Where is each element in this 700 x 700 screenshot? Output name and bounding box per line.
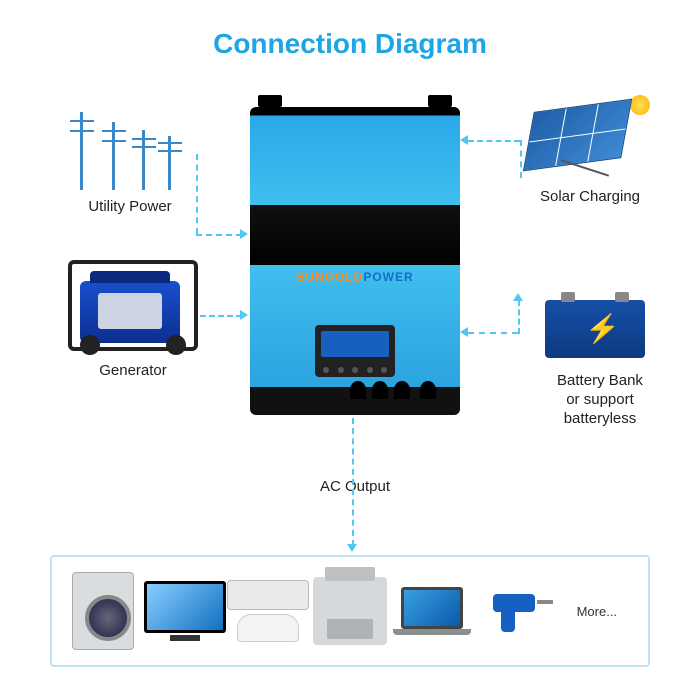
utility-power-icon (70, 100, 190, 190)
solar-panel-icon (530, 105, 650, 180)
brand-part2: POWER (363, 270, 413, 284)
connector-solar (520, 140, 522, 178)
utility-power-label: Utility Power (70, 198, 190, 215)
battery-bank-icon: ⚡ (545, 300, 650, 370)
connector-ac-output (352, 418, 354, 546)
arrow-icon (240, 229, 248, 239)
brand-part1: SUNGOLD (296, 270, 363, 284)
appliance-tv (145, 566, 225, 656)
connector-battery (518, 300, 520, 334)
connector-battery (468, 332, 518, 334)
inverter-bottom-panel (250, 387, 460, 415)
arrow-icon (240, 310, 248, 320)
appliance-washer (63, 566, 143, 656)
appliance-row: More... (50, 555, 650, 667)
connector-utility (196, 154, 198, 234)
inverter-mount-tab (428, 95, 452, 107)
arrow-icon (347, 544, 357, 552)
generator-label: Generator (68, 362, 198, 379)
appliance-ac (228, 566, 308, 656)
battery-bank-label: Battery Bank or support batteryless (530, 372, 670, 428)
inverter-display (315, 325, 395, 377)
inverter-unit: SUNGOLDPOWER (250, 95, 460, 405)
appliance-drill (475, 566, 555, 656)
arrow-icon (513, 293, 523, 301)
inverter-mount-tab (258, 95, 282, 107)
inverter-brand-label: SUNGOLDPOWER (250, 270, 460, 284)
arrow-icon (460, 327, 468, 337)
connector-utility (196, 234, 242, 236)
diagram-title: Connection Diagram (0, 28, 700, 60)
ac-output-label: AC Output (300, 478, 410, 495)
connector-solar (468, 140, 520, 142)
bolt-icon: ⚡ (585, 312, 620, 345)
inverter-band (250, 205, 460, 265)
connector-generator (200, 315, 242, 317)
arrow-icon (460, 135, 468, 145)
appliance-laptop (392, 566, 472, 656)
appliance-printer (310, 566, 390, 656)
sun-icon (630, 95, 650, 115)
appliance-more-label: More... (557, 566, 637, 656)
generator-icon (68, 260, 198, 355)
solar-charging-label: Solar Charging (520, 188, 660, 205)
